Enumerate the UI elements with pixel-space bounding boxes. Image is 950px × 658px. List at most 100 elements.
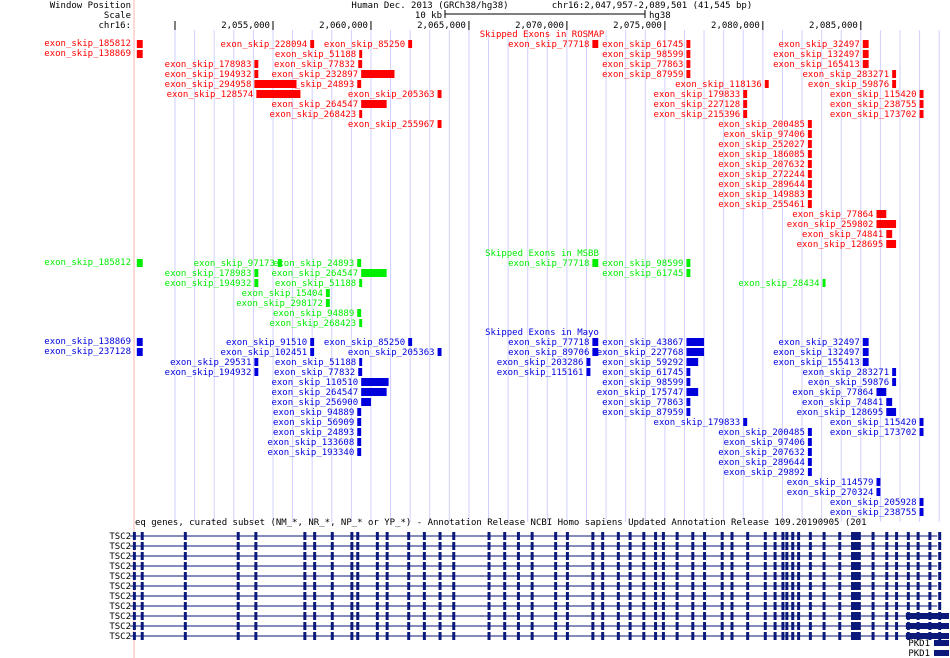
mayo-exon-skip-label[interactable]: exon_skip_205928 (830, 498, 917, 508)
msbb-exon-skip-bar[interactable] (359, 279, 363, 287)
rosmap-exon-skip-bar[interactable] (743, 100, 748, 108)
rosmap-exon-skip-label[interactable]: exon_skip_173702 (830, 110, 917, 120)
rosmap-exon-skip-bar[interactable] (919, 100, 924, 108)
msbb-exon-skip-label[interactable]: exon_skip_51188 (275, 279, 356, 289)
mayo-exon-skip-bar[interactable] (862, 348, 869, 356)
mayo-exon-skip-bar[interactable] (862, 358, 869, 366)
mayo-exon-skip-label[interactable]: exon_skip_56909 (273, 418, 354, 428)
msbb-exon-skip-label[interactable]: exon_skip_194932 (165, 279, 252, 289)
mayo-exon-skip-bar[interactable] (886, 408, 897, 416)
rosmap-exon-skip-label[interactable]: exon_skip_132497 (773, 50, 860, 60)
rosmap-exon-skip-label[interactable]: exon_skip_98599 (602, 50, 683, 60)
rosmap-exon-skip-bar[interactable] (892, 70, 897, 78)
tsc2-gene-label[interactable]: TSC2 (109, 622, 131, 632)
rosmap-exon-skip-label[interactable]: exon_skip_77864 (792, 210, 873, 220)
rosmap-exon-skip-label[interactable]: exon_skip_59876 (808, 80, 889, 90)
mayo-exon-skip-bar[interactable] (592, 338, 599, 346)
mayo-exon-skip-label[interactable]: exon_skip_133608 (268, 438, 355, 448)
mayo-exon-skip-bar[interactable] (686, 338, 705, 346)
msbb-exon-skip-label[interactable]: exon_skip_178983 (165, 269, 252, 279)
msbb-exon-skip-bar[interactable] (359, 319, 363, 327)
mayo-exon-skip-label[interactable]: exon_skip_94889 (273, 408, 354, 418)
rosmap-exon-skip-bar[interactable] (254, 70, 259, 78)
mayo-exon-skip-label[interactable]: exon_skip_207632 (718, 448, 805, 458)
rosmap-exon-skip-label[interactable]: exon_skip_283271 (802, 70, 889, 80)
rosmap-exon-skip-bar[interactable] (359, 50, 363, 58)
mayo-exon-skip-bar[interactable] (358, 368, 363, 376)
rosmap-exon-skip-label[interactable]: exon_skip_268423 (270, 110, 357, 120)
rosmap-exon-skip-bar[interactable] (807, 190, 812, 198)
mayo-exon-skip-bar[interactable] (876, 478, 881, 486)
rosmap-left-label[interactable]: exon_skip_138869 (44, 49, 131, 59)
mayo-exon-skip-label[interactable]: exon_skip_59292 (602, 358, 683, 368)
tsc2-gene-label[interactable]: TSC2 (109, 572, 131, 582)
mayo-exon-skip-label[interactable]: exon_skip_77864 (792, 388, 873, 398)
mayo-exon-skip-bar[interactable] (592, 348, 599, 356)
rosmap-exon-skip-label[interactable]: exon_skip_97406 (724, 130, 805, 140)
rosmap-exon-skip-label[interactable]: exon_skip_115420 (830, 90, 917, 100)
mayo-exon-skip-label[interactable]: exon_skip_98599 (602, 378, 683, 388)
rosmap-exon-skip-label[interactable]: exon_skip_228094 (221, 40, 308, 50)
msbb-exon-skip-bar[interactable] (254, 279, 259, 287)
rosmap-exon-skip-bar[interactable] (254, 60, 259, 68)
mayo-exon-skip-bar[interactable] (892, 378, 897, 386)
rosmap-exon-skip-bar[interactable] (862, 40, 869, 48)
mayo-exon-skip-label[interactable]: exon_skip_74841 (802, 398, 883, 408)
mayo-exon-skip-label[interactable]: exon_skip_77863 (602, 398, 683, 408)
rosmap-exon-skip-label[interactable]: exon_skip_255461 (718, 200, 805, 210)
rosmap-exon-skip-bar[interactable] (437, 90, 442, 98)
msbb-exon-skip-bar[interactable] (686, 269, 691, 277)
rosmap-exon-skip-bar[interactable] (807, 140, 812, 148)
mayo-exon-skip-label[interactable]: exon_skip_155413 (773, 358, 860, 368)
msbb-exon-skip-bar[interactable] (592, 259, 599, 267)
tsc2-gene-label[interactable]: TSC2 (109, 632, 131, 642)
mayo-exon-skip-bar[interactable] (862, 338, 869, 346)
mayo-exon-skip-label[interactable]: exon_skip_264547 (271, 388, 358, 398)
mayo-exon-skip-bar[interactable] (586, 358, 591, 366)
tsc2-gene-label[interactable]: TSC2 (109, 552, 131, 562)
tsc2-gene-label[interactable]: TSC2 (109, 542, 131, 552)
msbb-exon-skip-bar[interactable] (277, 259, 282, 267)
tsc2-gene-label[interactable]: TSC2 (109, 602, 131, 612)
msbb-exon-skip-label[interactable]: exon_skip_77718 (508, 259, 589, 269)
mayo-exon-skip-label[interactable]: exon_skip_175747 (597, 388, 684, 398)
mayo-exon-skip-label[interactable]: exon_skip_203286 (497, 358, 584, 368)
rosmap-exon-skip-bar[interactable] (136, 50, 143, 58)
msbb-exon-skip-label[interactable]: exon_skip_268423 (270, 319, 357, 329)
rosmap-exon-skip-label[interactable]: exon_skip_77863 (602, 60, 683, 70)
rosmap-exon-skip-bar[interactable] (408, 40, 413, 48)
mayo-exon-skip-label[interactable]: exon_skip_97406 (724, 438, 805, 448)
mayo-exon-skip-label[interactable]: exon_skip_238755 (830, 508, 917, 518)
rosmap-exon-skip-label[interactable]: exon_skip_179833 (654, 90, 741, 100)
rosmap-exon-skip-label[interactable]: exon_skip_77832 (274, 60, 355, 70)
rosmap-exon-skip-bar[interactable] (254, 80, 297, 88)
mayo-exon-skip-bar[interactable] (361, 398, 371, 406)
rosmap-exon-skip-bar[interactable] (686, 60, 691, 68)
rosmap-exon-skip-label[interactable]: exon_skip_227128 (654, 100, 741, 110)
mayo-exon-skip-bar[interactable] (919, 428, 924, 436)
mayo-exon-skip-bar[interactable] (254, 368, 259, 376)
rosmap-exon-skip-label[interactable]: exon_skip_32497 (778, 40, 859, 50)
rosmap-exon-skip-label[interactable]: exon_skip_118136 (675, 80, 762, 90)
tsc2-gene-label[interactable]: TSC2 (109, 562, 131, 572)
msbb-exon-skip-bar[interactable] (325, 289, 330, 297)
mayo-exon-skip-label[interactable]: exon_skip_227768 (597, 348, 684, 358)
tsc2-gene-label[interactable]: TSC2 (109, 612, 131, 622)
mayo-exon-skip-bar[interactable] (743, 418, 748, 426)
rosmap-exon-skip-bar[interactable] (807, 160, 812, 168)
mayo-exon-skip-label[interactable]: exon_skip_173702 (830, 428, 917, 438)
rosmap-exon-skip-bar[interactable] (886, 230, 893, 238)
mayo-exon-skip-label[interactable]: exon_skip_29892 (724, 468, 805, 478)
rosmap-exon-skip-bar[interactable] (876, 210, 887, 218)
rosmap-exon-skip-bar[interactable] (136, 40, 143, 48)
rosmap-exon-skip-bar[interactable] (919, 90, 924, 98)
rosmap-exon-skip-label[interactable]: exon_skip_51188 (275, 50, 356, 60)
mayo-left-label[interactable]: exon_skip_237128 (44, 347, 131, 357)
rosmap-exon-skip-label[interactable]: exon_skip_186085 (718, 150, 805, 160)
mayo-exon-skip-bar[interactable] (357, 448, 362, 456)
rosmap-exon-skip-bar[interactable] (892, 80, 897, 88)
mayo-exon-skip-label[interactable]: exon_skip_256900 (271, 398, 358, 408)
rosmap-left-label[interactable]: exon_skip_185812 (44, 39, 131, 49)
mayo-exon-skip-bar[interactable] (919, 508, 924, 516)
mayo-exon-skip-bar[interactable] (136, 338, 143, 346)
